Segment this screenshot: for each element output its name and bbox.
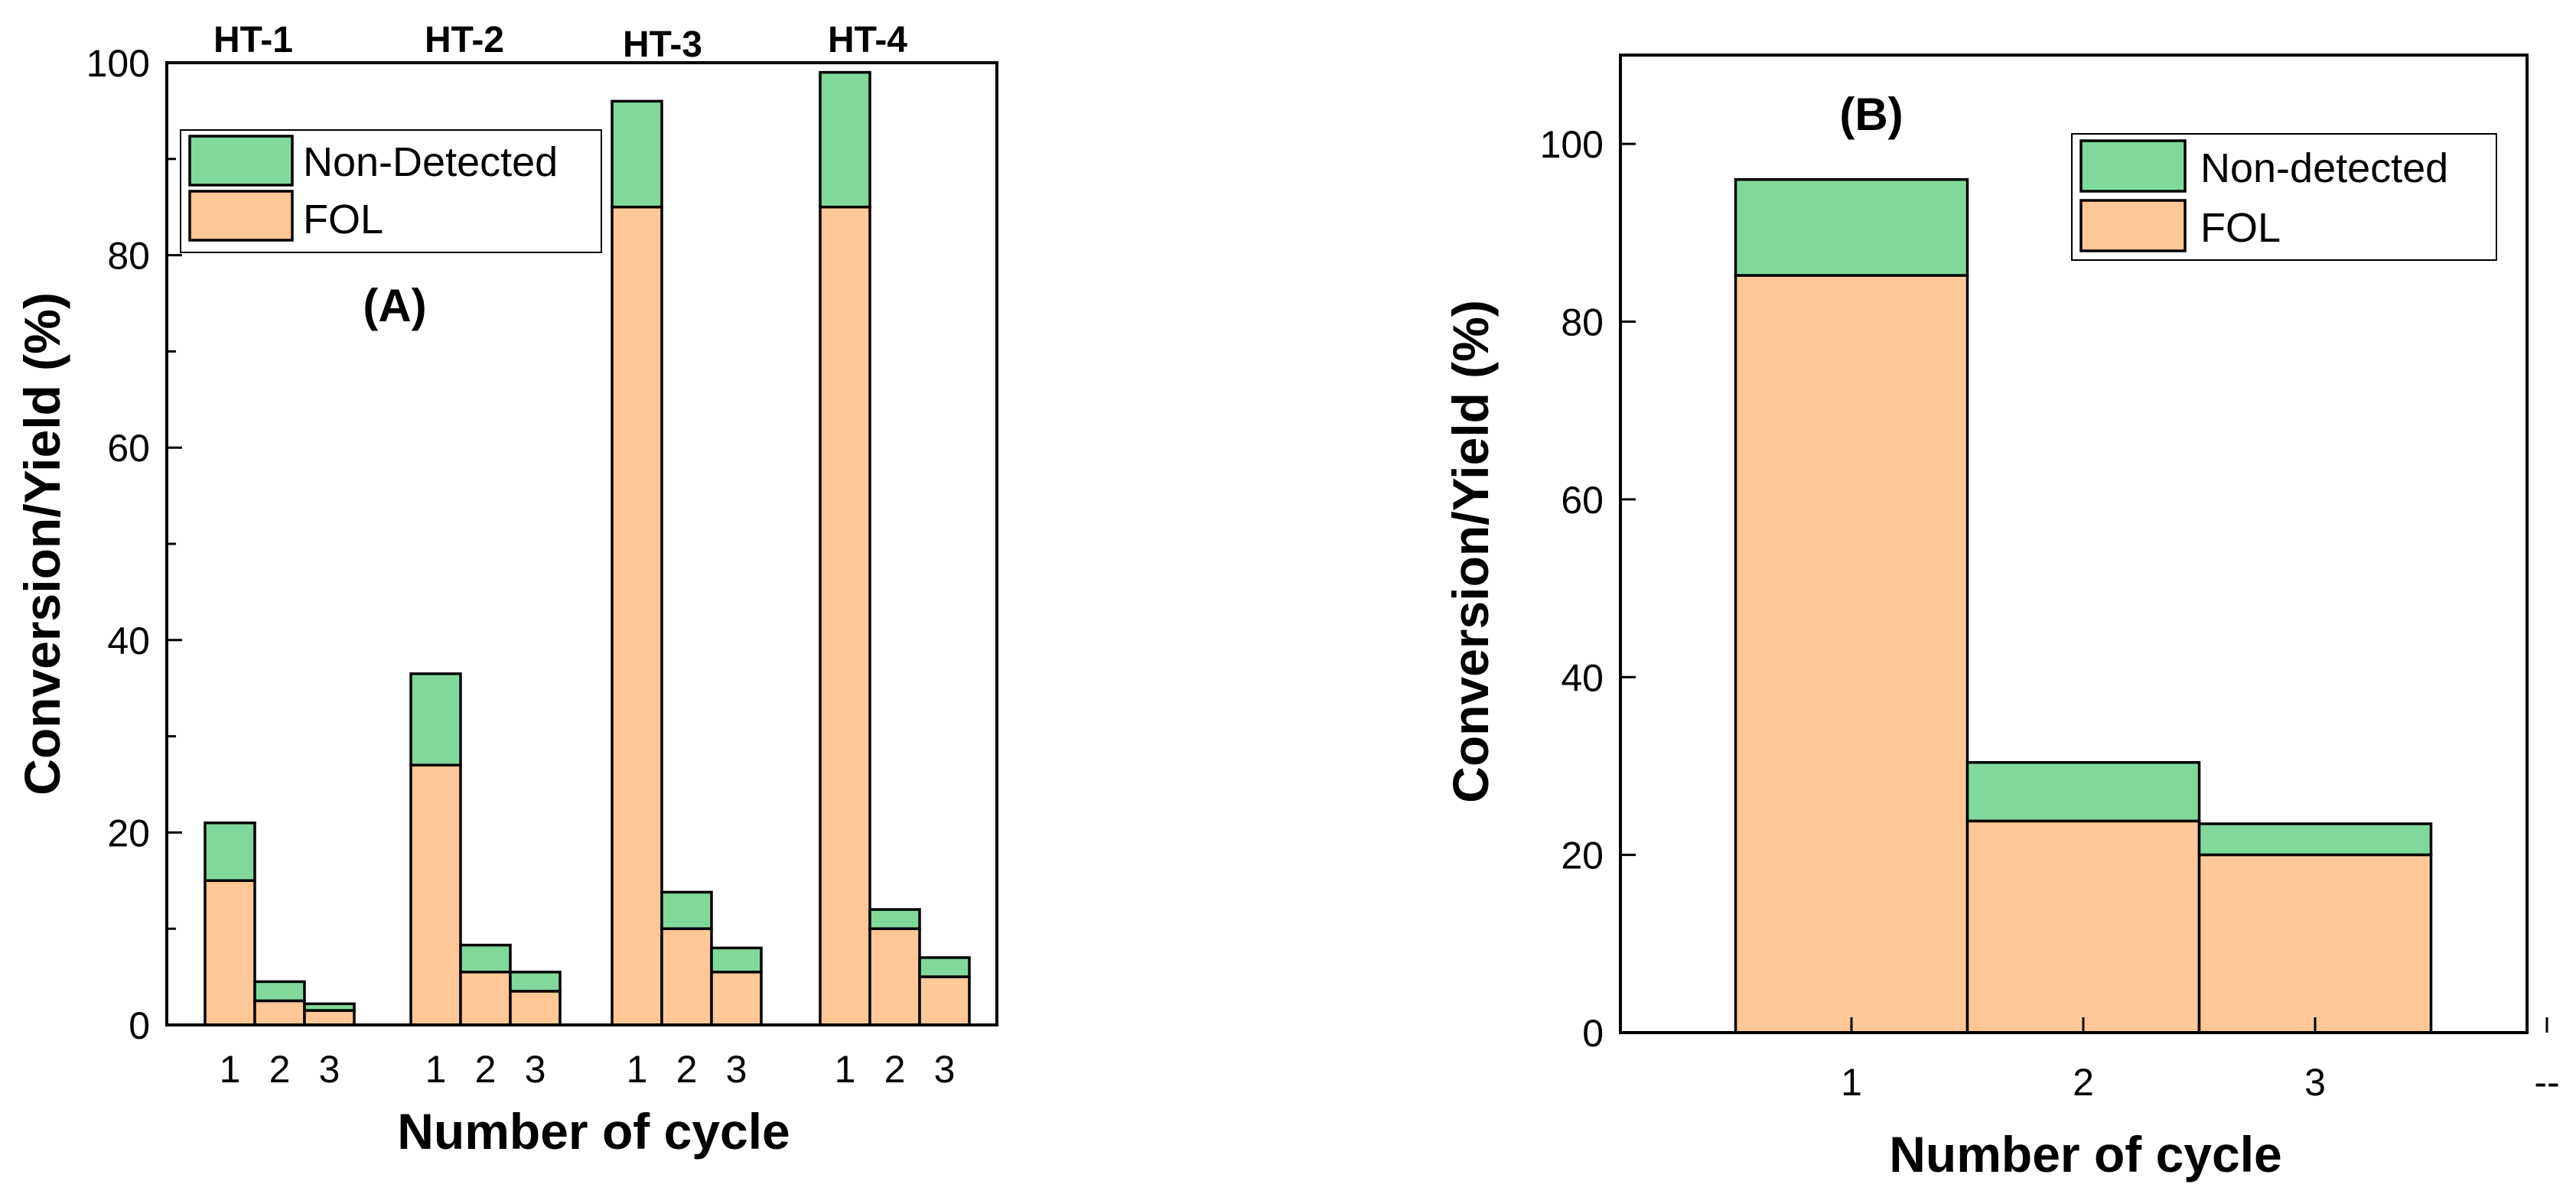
legend-swatch-non-detected bbox=[188, 135, 294, 187]
x-tick-label-ht-3-3: 3 bbox=[726, 1048, 747, 1091]
y-tick-label-a-60: 60 bbox=[107, 427, 150, 470]
x-tick-label-ht-1-2: 2 bbox=[269, 1048, 291, 1091]
x-tick-label-ht-1-1: 1 bbox=[220, 1048, 241, 1091]
bar-ht-3-cycle2-non-detected bbox=[660, 890, 713, 930]
y-tick-label-a-0: 0 bbox=[129, 1004, 150, 1047]
bar-ht-2-cycle2-fol bbox=[459, 971, 512, 1026]
legend-label-non-detected: Non-Detected bbox=[303, 139, 558, 185]
y-tick-label-b-40: 40 bbox=[1561, 656, 1604, 699]
panel-a-xlabel: Number of cycle bbox=[397, 1103, 790, 1160]
bar-ht-4-cycle2-fol bbox=[868, 927, 921, 1026]
x-tick-label-b-3: -- bbox=[2534, 1061, 2559, 1104]
bar-ht-2-cycle3-non-detected bbox=[509, 971, 562, 993]
panel-b-legend: Non-detected FOL bbox=[2071, 133, 2497, 261]
panel-b-ticks: 1 2 3 -- 0 20 40 60 80 100 bbox=[1540, 123, 2560, 1104]
bar-ht-2-cycle2-non-detected bbox=[459, 943, 512, 974]
x-tick-label-ht-2-2: 2 bbox=[475, 1048, 497, 1091]
bar-ht-1-cycle1-non-detected bbox=[204, 821, 256, 883]
bar-b-cycle2-non-detected bbox=[1965, 761, 2201, 823]
y-tick-label-a-20: 20 bbox=[107, 812, 150, 854]
y-tick-label-a-40: 40 bbox=[107, 620, 150, 662]
panel-b-frame bbox=[1619, 54, 2529, 1034]
y-tick-label-b-60: 60 bbox=[1561, 479, 1604, 522]
bar-ht-3-cycle3-fol bbox=[710, 971, 763, 1026]
bar-ht-3-cycle1-non-detected bbox=[611, 99, 663, 209]
panel-b: 1 2 3 -- 0 20 40 60 80 100 (B) Non-detected FOL C… bbox=[1442, 54, 2560, 1183]
bar-b-cycle1-non-detected bbox=[1734, 177, 1969, 277]
legend-swatch-fol bbox=[188, 190, 294, 242]
bar-ht-3-cycle3-non-detected bbox=[710, 946, 763, 974]
y-tick-label-a-80: 80 bbox=[107, 235, 150, 278]
y-tick-label-b-0: 0 bbox=[1582, 1012, 1604, 1055]
panel-a-ylabel: Conversion/Yield (%) bbox=[14, 292, 70, 795]
bar-ht-1-cycle1-fol bbox=[204, 879, 256, 1026]
bar-b-cycle2-fol bbox=[1965, 819, 2201, 1034]
legend-label-non-detected-b: Non-detected bbox=[2200, 145, 2448, 191]
bar-ht-4-cycle2-non-detected bbox=[868, 908, 921, 930]
group-label-ht1: HT-1 bbox=[213, 20, 293, 60]
bar-ht-2-cycle1-non-detected bbox=[409, 672, 462, 767]
bar-ht-4-cycle3-fol bbox=[918, 975, 971, 1026]
x-tick-label-ht-2-3: 3 bbox=[525, 1048, 546, 1091]
panel-a-bars bbox=[204, 70, 971, 1026]
panel-a-legend: Non-Detected FOL bbox=[180, 129, 602, 253]
y-tick-label-b-20: 20 bbox=[1561, 834, 1604, 877]
bar-ht-3-cycle1-fol bbox=[611, 205, 663, 1026]
panel-b-xlabel: Number of cycle bbox=[1889, 1126, 2282, 1183]
bar-ht-4-cycle3-non-detected bbox=[918, 956, 971, 978]
x-tick-label-b-0: 1 bbox=[1841, 1061, 1862, 1104]
x-tick-label-b-1: 2 bbox=[2073, 1061, 2094, 1104]
y-tick-label-b-80: 80 bbox=[1561, 301, 1604, 344]
legend-swatch-fol-b bbox=[2079, 199, 2187, 252]
group-label-ht2: HT-2 bbox=[425, 20, 504, 60]
y-tick-label-a-100: 100 bbox=[86, 42, 150, 85]
bar-ht-4-cycle1-non-detected bbox=[819, 70, 871, 209]
x-tick-label-ht-1-3: 3 bbox=[319, 1048, 340, 1091]
bar-ht-3-cycle2-fol bbox=[660, 927, 713, 1026]
bar-ht-1-cycle2-fol bbox=[253, 999, 306, 1026]
x-tick-label-ht-4-1: 1 bbox=[835, 1048, 856, 1091]
y-tick-label-b-100: 100 bbox=[1540, 123, 1604, 166]
bar-ht-1-cycle3-fol bbox=[303, 1009, 356, 1026]
group-label-ht4: HT-4 bbox=[828, 20, 907, 60]
legend-label-fol: FOL bbox=[303, 197, 383, 242]
panel-b-bars bbox=[1734, 177, 2433, 1034]
bar-ht-2-cycle1-fol bbox=[409, 763, 462, 1026]
legend-swatch-non-detected-b bbox=[2079, 139, 2187, 193]
bar-b-cycle3-fol bbox=[2197, 853, 2433, 1034]
x-tick-label-ht-3-2: 2 bbox=[676, 1048, 698, 1091]
panel-b-ylabel: Conversion/Yield (%) bbox=[1442, 300, 1499, 803]
panel-a-tag: (A) bbox=[363, 280, 426, 331]
x-tick-label-ht-3-1: 1 bbox=[627, 1048, 648, 1091]
x-tick-label-ht-4-2: 2 bbox=[884, 1048, 906, 1091]
group-label-ht3: HT-3 bbox=[623, 24, 702, 65]
x-tick-label-b-2: 3 bbox=[2304, 1061, 2326, 1104]
x-tick-label-ht-2-1: 1 bbox=[425, 1048, 447, 1091]
legend-label-fol-b: FOL bbox=[2200, 205, 2281, 251]
panel-b-tag: (B) bbox=[1839, 89, 1903, 140]
bar-ht-4-cycle1-fol bbox=[819, 205, 871, 1026]
bar-b-cycle3-non-detected bbox=[2197, 822, 2433, 857]
bar-ht-1-cycle2-non-detected bbox=[253, 980, 306, 1003]
bar-ht-2-cycle3-fol bbox=[509, 990, 562, 1026]
bar-b-cycle1-fol bbox=[1734, 274, 1969, 1034]
x-tick-label-ht-4-3: 3 bbox=[934, 1048, 956, 1091]
